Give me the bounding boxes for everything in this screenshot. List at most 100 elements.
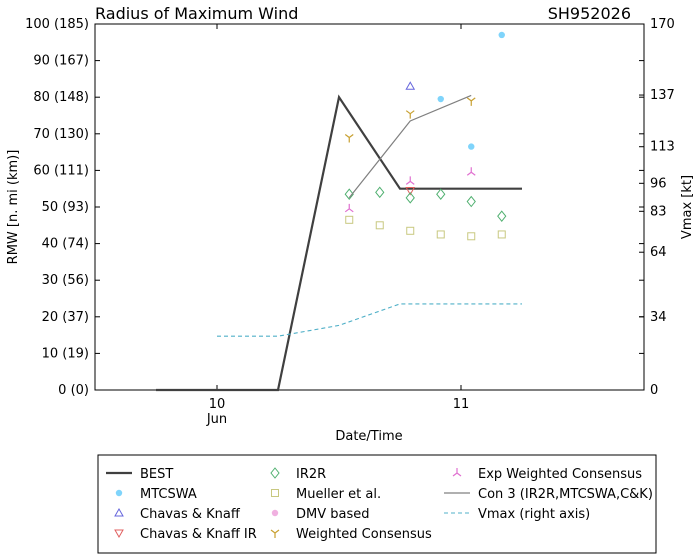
- legend-item: DMV based: [271, 507, 370, 522]
- legend-items: BEST MTCSWA Chavas & Knaff Chavas & Knaff I…: [106, 467, 653, 542]
- y-tick-label: 50 (93): [42, 200, 89, 215]
- series-line: [156, 94, 522, 392]
- data-point: [467, 232, 476, 241]
- y-tick-label: 40 (74): [42, 237, 89, 252]
- legend-label: Chavas & Knaff: [140, 507, 241, 522]
- legend-label: Chavas & Knaff IR: [140, 527, 257, 542]
- legend-item: Weighted Consensus: [270, 527, 432, 542]
- data-point: [436, 230, 445, 239]
- data-point: [498, 31, 505, 39]
- x-tick-label: 10 Jun: [206, 397, 227, 427]
- y-tick-label: 100 (185): [25, 17, 89, 32]
- data-point: [437, 95, 444, 103]
- legend-item: Mueller et al.: [271, 487, 381, 502]
- data-point: [497, 210, 507, 222]
- series-con-3-ir2r-mtcswa-c-k: [348, 94, 472, 199]
- data-point: [345, 215, 354, 224]
- x-axis: 10 Jun 11: [206, 24, 469, 427]
- series-best: [156, 94, 522, 392]
- legend-label: BEST: [140, 467, 173, 482]
- legend-box: [97, 454, 657, 554]
- legend-label: IR2R: [296, 467, 326, 482]
- series-line: [348, 94, 472, 199]
- y-tick-label: 80 (148): [33, 90, 89, 105]
- legend-item: Chavas & Knaff IR: [114, 527, 257, 542]
- y-tick-label: 20 (37): [42, 310, 89, 325]
- x-tick-label-line: 10: [209, 397, 226, 412]
- data-point: [405, 192, 415, 204]
- data-point: [375, 186, 385, 199]
- legend-swatch: [271, 489, 279, 497]
- data-point: [466, 195, 476, 208]
- data-point: [405, 81, 416, 90]
- left-y-axis: 0 (0) 10 (19) 20 (37) 30 (56) 40 (74) 50 (93)…: [25, 17, 644, 398]
- legend-item: Vmax (right axis): [444, 507, 590, 522]
- series-exp-weighted-consensus: [344, 167, 476, 213]
- y2-tick-label: 64: [650, 245, 667, 260]
- legend-item: MTCSWA: [115, 487, 197, 502]
- data-point: [436, 188, 446, 200]
- data-point: [406, 226, 415, 235]
- series-chavas-knaff: [405, 81, 416, 90]
- legend-swatch: [452, 468, 462, 477]
- series-ir2r: [344, 186, 507, 222]
- legend-label: MTCSWA: [140, 487, 197, 502]
- y-tick-label: 0 (0): [58, 383, 89, 398]
- y-tick-label: 70 (130): [33, 127, 89, 142]
- legend-swatch: [270, 529, 280, 538]
- legend-item: Chavas & Knaff: [114, 507, 241, 522]
- legend-label: Con 3 (IR2R,MTCSWA,C&K): [478, 487, 653, 502]
- data-point: [466, 97, 476, 106]
- series-line: [217, 303, 522, 337]
- y-axis-label: RMW [n. mi (km)]: [6, 150, 21, 265]
- x-axis-label: Date/Time: [335, 429, 402, 444]
- y2-tick-label: 96: [650, 176, 667, 191]
- data-point: [497, 230, 506, 239]
- legend-label: Weighted Consensus: [296, 527, 432, 542]
- series-weighted-consensus: [344, 97, 476, 143]
- legend-swatch: [115, 489, 123, 497]
- chart-title: Radius of Maximum Wind: [95, 4, 298, 23]
- legend-label: Vmax (right axis): [478, 507, 590, 522]
- legend-swatch: [114, 507, 124, 517]
- y2-axis-label: Vmax [kt]: [680, 175, 695, 239]
- legend-swatch: [270, 467, 280, 479]
- x-tick-label-line: Jun: [206, 412, 227, 427]
- legend-item: Con 3 (IR2R,MTCSWA,C&K): [444, 487, 653, 502]
- y-tick-label: 10 (19): [42, 346, 89, 361]
- storm-id: SH952026: [548, 4, 631, 23]
- plot-area: [94, 23, 645, 391]
- legend-item: BEST: [106, 467, 173, 482]
- y-tick-label: 90 (167): [33, 54, 89, 69]
- legend-label: Mueller et al.: [296, 487, 381, 502]
- series-vmax-right-axis: [217, 303, 522, 337]
- y-tick-label: 60 (111): [33, 163, 89, 178]
- legend-swatch: [114, 529, 124, 539]
- data-point: [405, 110, 415, 119]
- x-tick-label-line: 11: [453, 397, 470, 412]
- data-point: [344, 188, 354, 200]
- legend-item: IR2R: [270, 467, 326, 482]
- y-tick-label: 30 (56): [42, 273, 89, 288]
- y2-tick-label: 170: [650, 17, 675, 32]
- series-layer: [156, 31, 522, 392]
- data-point: [405, 176, 415, 185]
- y2-tick-label: 83: [650, 204, 667, 219]
- y2-tick-label: 137: [650, 88, 675, 103]
- series-mtcswa: [437, 31, 505, 150]
- y2-tick-label: 0: [650, 383, 658, 398]
- y2-tick-label: 34: [650, 310, 667, 325]
- legend-item: Exp Weighted Consensus: [452, 467, 642, 482]
- right-y-axis: 0 34 64 83 96 113 137 170: [639, 17, 675, 398]
- data-point: [344, 133, 354, 143]
- data-point: [468, 143, 475, 150]
- y2-tick-label: 113: [650, 140, 675, 155]
- legend-label: Exp Weighted Consensus: [478, 467, 642, 482]
- data-point: [405, 187, 416, 196]
- legend: BEST MTCSWA Chavas & Knaff Chavas & Knaff I…: [97, 454, 657, 554]
- series-mueller-et-al: [345, 215, 506, 241]
- x-tick-label: 11: [453, 397, 470, 412]
- legend-swatch: [271, 509, 279, 517]
- data-point: [466, 167, 476, 176]
